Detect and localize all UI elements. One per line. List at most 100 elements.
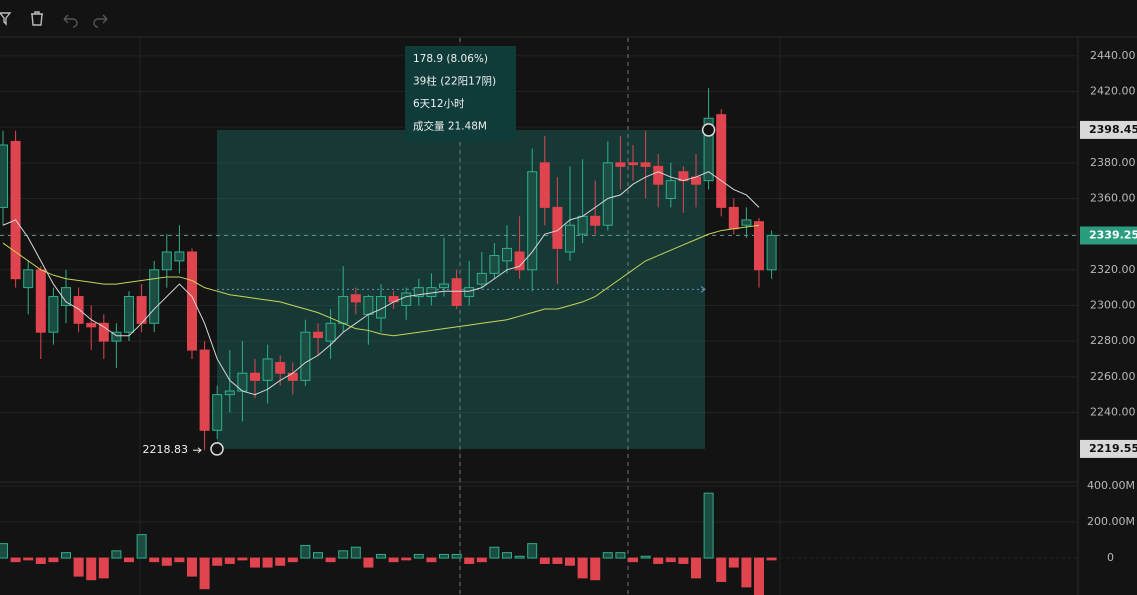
volume-bar: [250, 557, 260, 568]
volume-bar: [602, 552, 613, 559]
candle-body: [577, 215, 588, 235]
candle-body: [640, 162, 651, 167]
volume-bar: [174, 557, 185, 563]
volume-bar: [728, 557, 739, 568]
candle-body: [149, 269, 160, 324]
volume-bar: [413, 553, 424, 559]
y2-tick-label: 200.00M: [1087, 515, 1135, 528]
candle-body: [766, 234, 777, 271]
candle-body: [161, 251, 172, 271]
volume-bar: [539, 557, 550, 564]
volume-bar: [426, 557, 437, 563]
volume-bar: [98, 557, 109, 579]
candle-body: [602, 162, 613, 226]
candle-body: [476, 272, 487, 285]
candle-body: [174, 251, 185, 262]
candle-body: [439, 283, 449, 289]
volume-bar: [653, 557, 664, 564]
volume-bar: [489, 546, 500, 559]
trash-icon[interactable]: [31, 11, 43, 26]
candle-body: [300, 331, 311, 381]
measure-info: 178.9 (8.06%): [413, 53, 488, 65]
candle-body: [653, 165, 664, 185]
volume-bar: [35, 557, 46, 564]
candle-body: [401, 292, 412, 306]
volume-bar: [388, 557, 399, 563]
volume-bar: [149, 557, 160, 563]
volume-bar: [464, 557, 475, 564]
candle-body: [665, 180, 676, 199]
toolbar: [0, 11, 108, 28]
volume-bar: [376, 553, 386, 559]
volume-bar: [552, 557, 563, 564]
candle-body: [741, 219, 752, 226]
candle-body: [73, 296, 84, 324]
volume-bar: [136, 534, 147, 559]
candle-body: [703, 117, 714, 182]
candle-body: [502, 247, 512, 262]
volume-bar: [262, 557, 273, 568]
price-tag: [1080, 226, 1137, 245]
volume-bar: [476, 557, 487, 563]
price-tag: [1080, 120, 1137, 139]
y-tick-label: 2320.00: [1090, 263, 1136, 276]
volume-bar: [48, 557, 59, 563]
mid-arrow: [700, 286, 706, 293]
candle-body: [111, 331, 122, 342]
volume-bar: [565, 557, 575, 566]
volume-bar: [187, 557, 197, 577]
volume-bar: [439, 553, 449, 559]
volume-bar: [716, 557, 727, 582]
candle-body: [262, 358, 273, 381]
low-arrow: [193, 447, 202, 454]
volume-bar: [0, 543, 8, 559]
volume-bar: [287, 557, 298, 563]
candle-body: [35, 269, 46, 333]
candle-body: [590, 215, 601, 226]
candle-body: [539, 162, 550, 208]
volume-bar: [628, 557, 638, 563]
volume-bar: [275, 557, 286, 566]
volume-bar: [502, 552, 512, 559]
candle-body: [363, 296, 374, 315]
volume-bar: [514, 555, 525, 559]
undo-icon[interactable]: [63, 14, 78, 28]
candle-body: [376, 296, 386, 319]
candle-body: [275, 362, 286, 374]
candle-body: [48, 296, 59, 333]
low-point: [210, 442, 224, 456]
y2-tick-label: 400.00M: [1087, 479, 1135, 492]
volume-bar: [124, 557, 134, 563]
y-tick-label: 2300.00: [1090, 298, 1136, 311]
volume-bar: [86, 557, 97, 581]
candle-body: [61, 287, 71, 306]
y-tick-label: 2240.00: [1090, 405, 1136, 418]
y-tick-label: 2420.00: [1090, 84, 1136, 97]
volume-bar: [615, 552, 626, 559]
y-tick-label: 2440.00: [1090, 49, 1136, 62]
candle-body: [527, 171, 538, 271]
candle-body: [615, 162, 626, 167]
candle-body: [10, 140, 21, 280]
candle-body: [0, 144, 8, 208]
candle-body: [86, 322, 97, 328]
volume-bar: [665, 557, 676, 563]
candle-body: [124, 296, 134, 333]
volume-bar: [741, 557, 752, 588]
candle-body: [489, 255, 500, 274]
measure-tooltip: [405, 46, 516, 141]
volume-bar: [401, 557, 412, 561]
candle-body: [224, 390, 235, 396]
volume-bar: [10, 557, 21, 563]
candle-body: [98, 322, 109, 342]
volume-bar: [678, 557, 689, 564]
candle-body: [350, 294, 361, 303]
volume-bar: [640, 555, 651, 559]
candle-body: [313, 331, 323, 339]
volume-bar: [212, 557, 223, 566]
volume-bar: [237, 557, 248, 561]
volume-bar: [363, 557, 374, 568]
filter-icon[interactable]: [0, 12, 12, 26]
y-tick-label: 2380.00: [1090, 156, 1136, 169]
redo-icon[interactable]: [93, 14, 108, 28]
